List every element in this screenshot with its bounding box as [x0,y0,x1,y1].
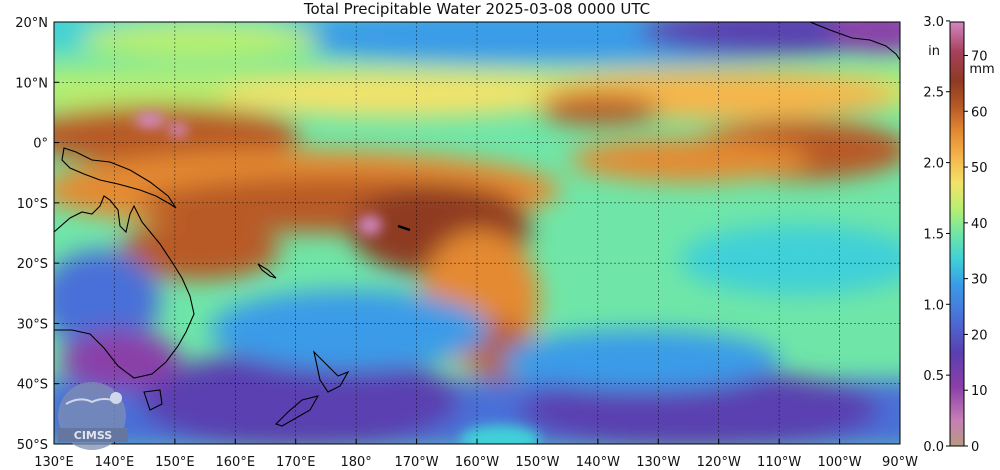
lon-tick-label: 90°W [882,455,918,470]
colorbar-in-unit: in [928,44,940,59]
lon-tick-label: 150°E [155,455,195,470]
colorbar-gradient [949,21,965,447]
lon-tick-label: 160°E [216,455,256,470]
mm-tick-label: 40 [971,217,988,232]
lat-tick-label: 20°N [15,16,48,31]
cimss-wave-icon [65,398,119,405]
cimss-sun-icon [110,392,122,404]
colorbar-in-ticks: 0.0 0.5 1.0 1.5 2.0 2.5 3.0 [923,15,950,455]
colorbar-mm-unit: mm [969,62,994,77]
mm-tick-label: 30 [971,273,988,288]
lat-tick-label: 40°S [17,378,48,393]
mm-tick-label: 0 [971,440,979,455]
coastline-new-caledonia [257,263,277,279]
mm-tick-label: 10 [971,384,988,399]
in-tick-label: 0.0 [923,440,944,455]
lon-tick-label: 170°W [394,455,438,470]
lon-tick-label: 160°W [455,455,499,470]
lat-tick-label: 20°S [17,257,48,272]
coastline-new-zealand-south [274,395,320,427]
lon-tick-label: 130°E [34,455,74,470]
colorbar: 0 10 20 30 40 50 60 70 0.0 0.5 1.0 1.5 2.0 2.5 3.0 mm… [923,15,994,455]
lon-tick-label: 130°W [636,455,680,470]
latitude-ticks: 20°N 10°N 0° 10°S 20°S 30°S 40°S 50°S [15,16,59,453]
lat-tick-label: 50°S [17,438,48,453]
lon-tick-label: 120°W [697,455,741,470]
in-tick-label: 2.5 [923,86,944,101]
lon-tick-label: 170°E [276,455,316,470]
coastline-new-zealand-north [313,350,350,393]
coastline-americas [809,22,900,61]
coastline-fiji [397,224,411,232]
lon-tick-label: 140°W [576,455,620,470]
cimss-logo: CIMSS [58,382,128,450]
cimss-logo-text: CIMSS [74,429,113,442]
lat-tick-label: 10°N [15,76,48,91]
lon-tick-label: 140°E [95,455,135,470]
lat-tick-label: 10°S [17,197,48,212]
mm-tick-label: 70 [971,49,988,64]
map-title: Total Precipitable Water 2025-03-08 0000… [303,0,651,18]
mm-tick-label: 20 [971,328,988,343]
lat-tick-label: 0° [33,137,48,152]
graticule [54,22,900,444]
lon-tick-label: 110°W [757,455,801,470]
coastline-tasmania [143,389,163,411]
lon-tick-label: 150°W [515,455,559,470]
mm-tick-label: 50 [971,161,988,176]
coastlines [54,22,900,427]
cimss-label-bg [58,428,128,442]
colorbar-mm-ticks: 0 10 20 30 40 50 60 70 [964,49,988,455]
lat-tick-label: 30°S [17,317,48,332]
in-tick-label: 2.0 [923,157,944,172]
lon-tick-label: 100°W [817,455,861,470]
in-tick-label: 0.5 [923,369,944,384]
coastline-new-guinea [61,147,177,209]
longitude-ticks: 130°E 140°E 150°E 160°E 170°E 180° 170°W 160°W 1… [34,439,918,470]
mm-tick-label: 60 [971,105,988,120]
in-tick-label: 1.5 [923,227,944,242]
in-tick-label: 1.0 [923,298,944,313]
coastline-australia [54,195,195,379]
tpw-field [54,22,900,444]
in-tick-label: 3.0 [923,15,944,30]
lon-tick-label: 180° [340,455,371,470]
